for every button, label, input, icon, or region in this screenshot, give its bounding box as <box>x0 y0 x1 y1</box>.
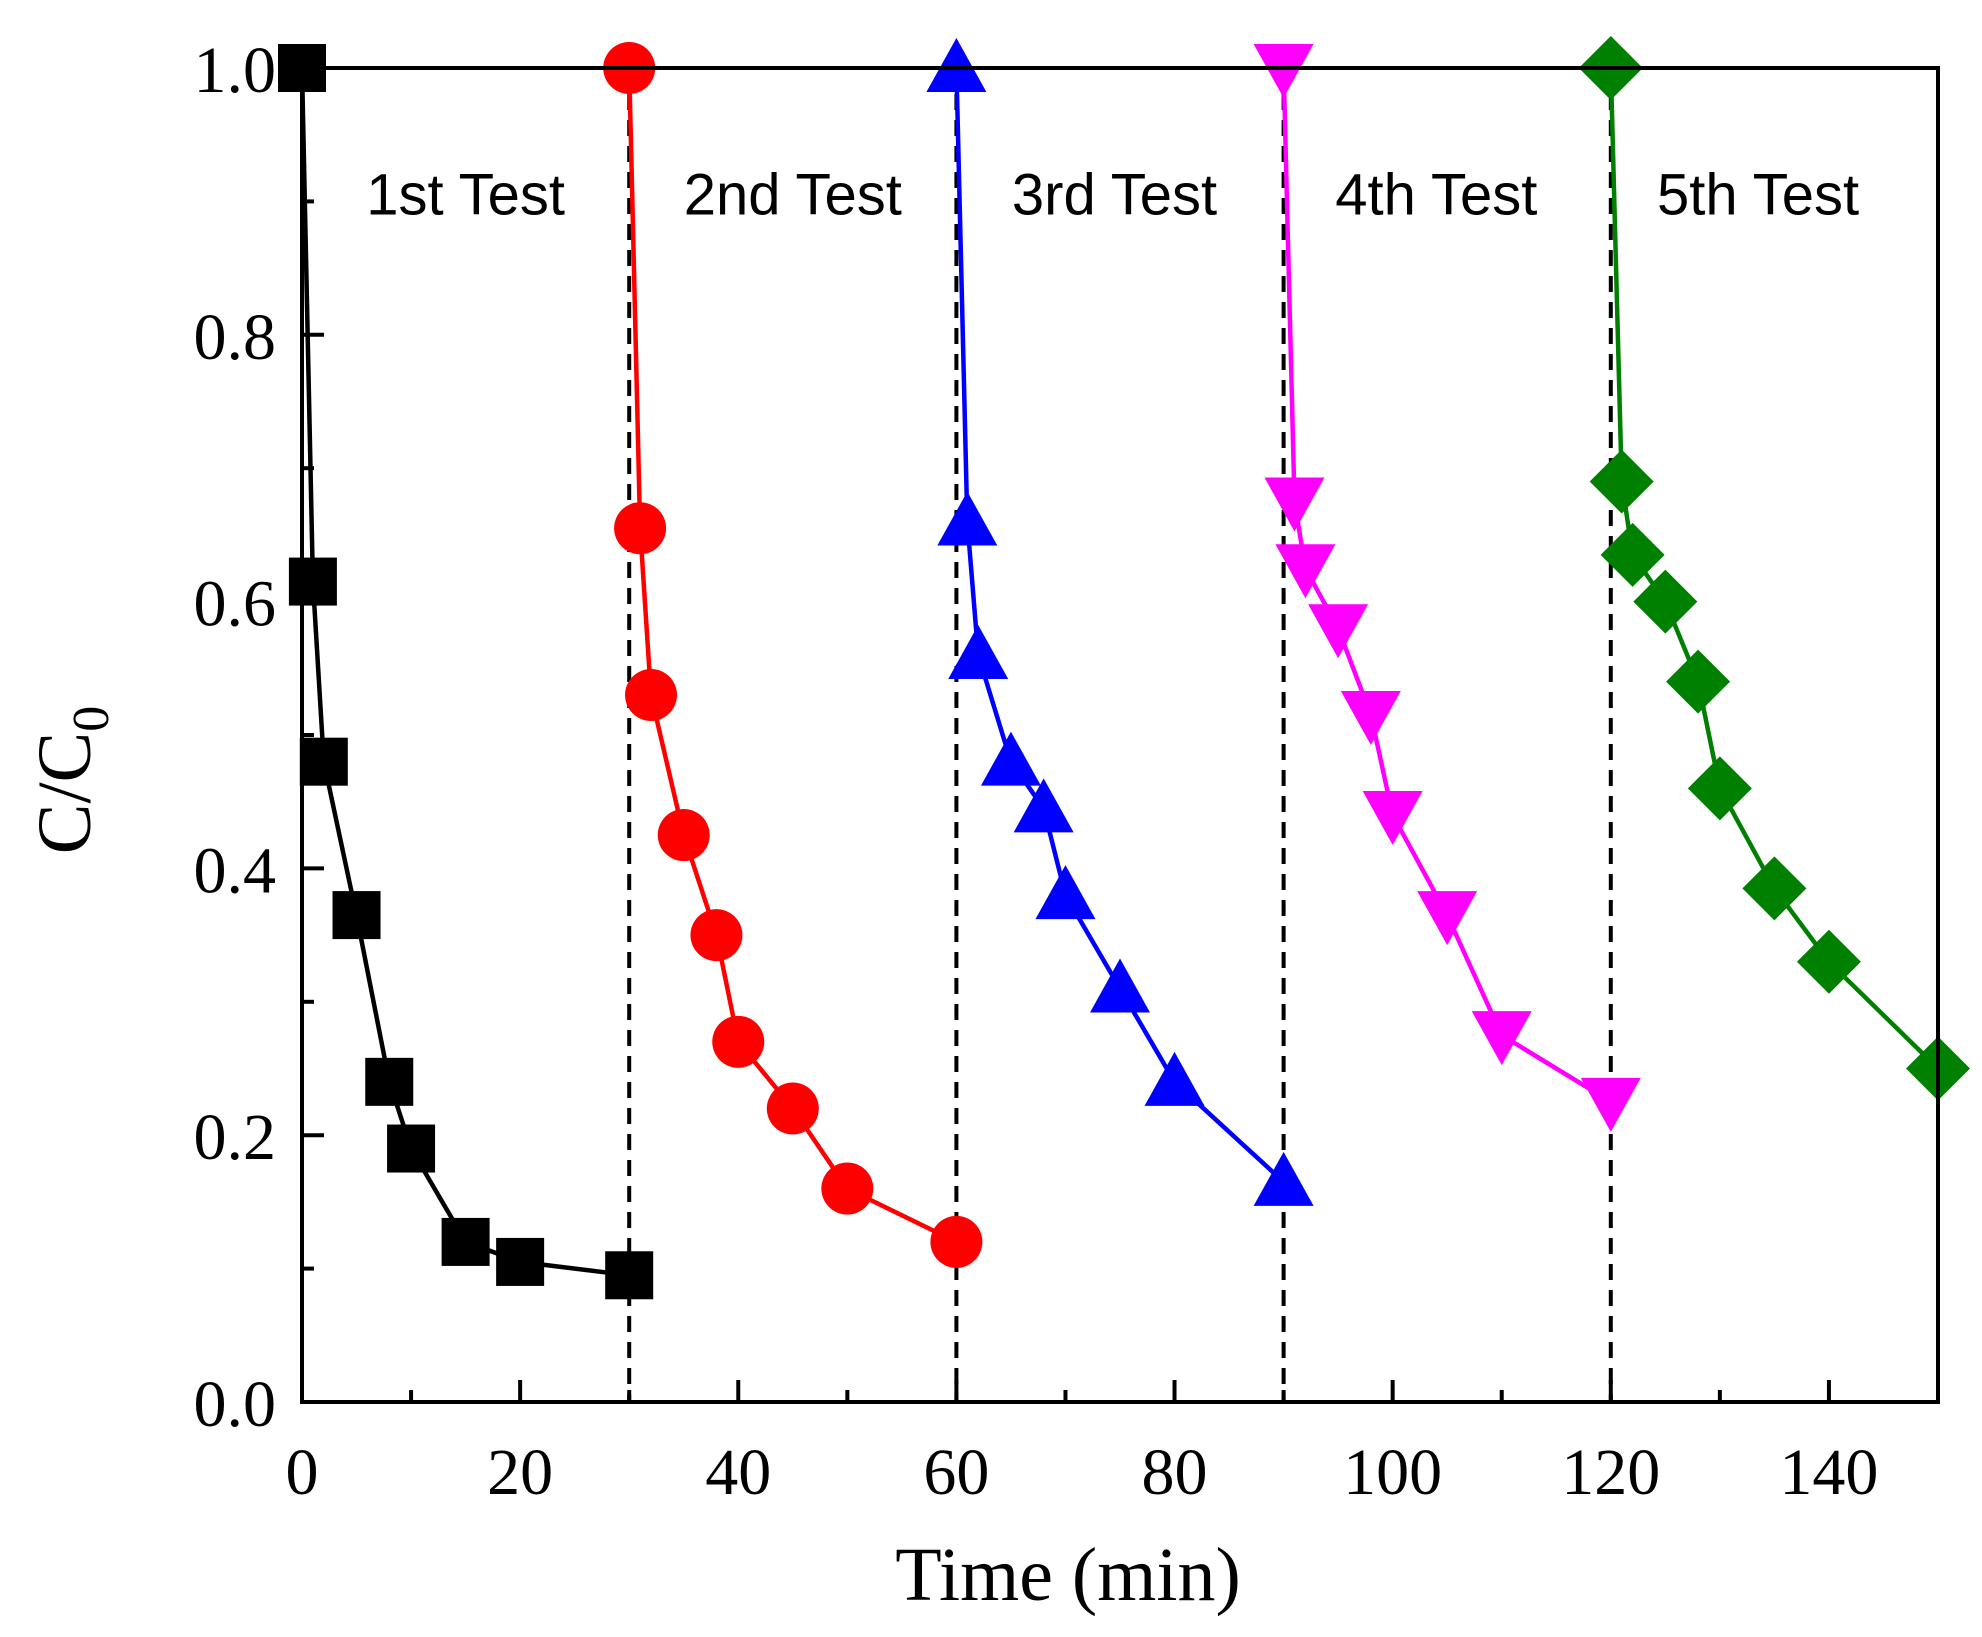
series-3-point-7 <box>1090 958 1150 1013</box>
series-4-point-7 <box>1417 891 1478 946</box>
series-4-point-8 <box>1471 1011 1532 1066</box>
y-tick-label-1: 1.0 <box>194 34 277 107</box>
y-tick-label-0.2: 0.2 <box>194 1101 277 1174</box>
series-4-point-9 <box>1580 1077 1641 1132</box>
series-2-point-8 <box>821 1162 874 1215</box>
x-axis-title: Time (min) <box>895 1533 1241 1617</box>
y-axis-title-subscript: 0 <box>63 706 120 732</box>
series-1-point-2 <box>288 557 337 606</box>
series-2-point-9 <box>930 1215 983 1268</box>
annotation-test-2: 2nd Test <box>684 163 902 228</box>
plot-area: 1st Test 2nd Test 3rd Test 4th Test 5th Test <box>278 36 1970 1402</box>
series-2-point-5 <box>690 909 743 962</box>
series-1-point-5 <box>365 1057 414 1106</box>
series-4-point-4 <box>1308 604 1369 659</box>
x-tick-label-20: 20 <box>487 1436 553 1509</box>
series-1-point-3 <box>299 737 348 786</box>
x-tick-label-60: 60 <box>923 1436 989 1509</box>
series-5-point-7 <box>1742 856 1807 921</box>
series-5-point-6 <box>1687 756 1752 821</box>
series-5-point-4 <box>1633 569 1698 634</box>
x-tick-label-140: 140 <box>1779 1436 1878 1509</box>
series-5-point-3 <box>1600 522 1665 587</box>
series-4-point-2 <box>1264 477 1325 532</box>
series-4-point-3 <box>1275 544 1336 599</box>
series-4-point-5 <box>1340 690 1401 745</box>
series-2-point-7 <box>766 1082 819 1135</box>
series-5-point-5 <box>1666 649 1731 714</box>
x-tick-label-80: 80 <box>1142 1436 1208 1509</box>
series-4-point-1 <box>1253 44 1314 98</box>
series-3-point-2 <box>937 491 998 546</box>
series-5-point-8 <box>1796 929 1861 994</box>
series-2-point-3 <box>625 668 678 721</box>
axes: 0 20 40 60 80 100 120 140 0.0 0.2 0.4 0.6 0.8 1.0 <box>194 34 1940 1509</box>
series-line-3 <box>954 67 1286 1184</box>
annotation-test-1: 1st Test <box>366 163 565 228</box>
series-2-point-2 <box>614 502 667 555</box>
x-tick-label-100: 100 <box>1343 1436 1442 1509</box>
x-tick-label-120: 120 <box>1561 1436 1660 1509</box>
series-3-point-3 <box>948 624 1009 679</box>
y-axis-title-main: C/C <box>23 732 107 855</box>
annotation-test-3: 3rd Test <box>1012 163 1217 228</box>
series-3-point-5 <box>1013 778 1074 833</box>
series-1-point-6 <box>387 1124 436 1173</box>
series-3-point-4 <box>980 731 1041 786</box>
svg-text:C/C0: C/C0 <box>23 706 120 855</box>
series-1-point-9 <box>605 1251 654 1300</box>
annotation-test-5: 5th Test <box>1657 163 1859 228</box>
x-tick-label-40: 40 <box>705 1436 771 1509</box>
x-tick-label-0: 0 <box>286 1436 319 1509</box>
series-3-point-1 <box>926 38 987 92</box>
series-1-point-4 <box>332 891 381 940</box>
annotation-test-4: 4th Test <box>1335 163 1537 228</box>
series-3-point-8 <box>1144 1051 1205 1106</box>
series-3-point-6 <box>1035 865 1096 920</box>
y-tick-label-0: 0.0 <box>194 1368 277 1441</box>
plot-frame <box>300 66 1940 1404</box>
y-axis-title: C/C0 <box>23 706 120 855</box>
series-2-point-6 <box>712 1015 765 1068</box>
series-line-2 <box>626 67 958 1244</box>
series-2-point-4 <box>657 809 710 862</box>
series-1-point-8 <box>496 1237 545 1286</box>
series-4-point-6 <box>1362 791 1423 846</box>
series-1-point-7 <box>441 1217 490 1266</box>
series-5-point-2 <box>1589 449 1654 514</box>
series-line-1 <box>299 67 630 1278</box>
y-tick-label-0.4: 0.4 <box>194 834 277 907</box>
series-3-point-9 <box>1253 1151 1314 1206</box>
y-tick-label-0.8: 0.8 <box>194 301 277 374</box>
y-tick-label-0.6: 0.6 <box>194 568 277 641</box>
